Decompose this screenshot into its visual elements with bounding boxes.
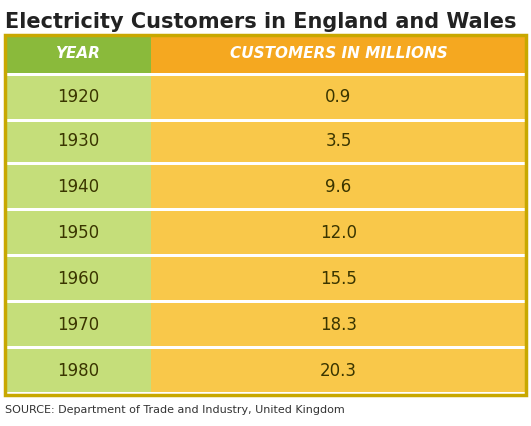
- Bar: [5, 208, 526, 211]
- Text: SOURCE: Department of Trade and Industry, United Kingdom: SOURCE: Department of Trade and Industry…: [5, 405, 345, 415]
- Bar: [5, 300, 526, 303]
- Bar: [151, 211, 526, 254]
- Text: 0.9: 0.9: [326, 89, 352, 106]
- Text: 3.5: 3.5: [326, 132, 352, 150]
- Bar: [5, 76, 151, 119]
- Bar: [151, 76, 526, 119]
- Bar: [5, 349, 151, 392]
- Bar: [5, 254, 526, 257]
- Text: CUSTOMERS IN MILLIONS: CUSTOMERS IN MILLIONS: [229, 46, 447, 61]
- Bar: [5, 165, 151, 208]
- Bar: [151, 165, 526, 208]
- Bar: [5, 257, 151, 300]
- Text: 1930: 1930: [57, 132, 99, 150]
- Bar: [5, 346, 526, 349]
- Bar: [5, 211, 151, 254]
- Text: 1920: 1920: [57, 89, 99, 106]
- Bar: [5, 119, 151, 162]
- Text: Electricity Customers in England and Wales: Electricity Customers in England and Wal…: [5, 12, 517, 32]
- Bar: [5, 162, 526, 165]
- Bar: [151, 119, 526, 162]
- Bar: [5, 35, 526, 395]
- Bar: [151, 35, 526, 73]
- Text: 12.0: 12.0: [320, 224, 357, 242]
- Text: 18.3: 18.3: [320, 316, 357, 334]
- Bar: [151, 303, 526, 346]
- Text: 1950: 1950: [57, 224, 99, 242]
- Bar: [5, 392, 526, 395]
- Text: 20.3: 20.3: [320, 362, 357, 380]
- Text: 1940: 1940: [57, 178, 99, 196]
- Text: 15.5: 15.5: [320, 270, 357, 288]
- Text: 1970: 1970: [57, 316, 99, 334]
- Bar: [151, 257, 526, 300]
- Bar: [151, 349, 526, 392]
- Bar: [5, 35, 151, 73]
- Text: YEAR: YEAR: [56, 46, 100, 61]
- Bar: [5, 119, 526, 122]
- Text: 9.6: 9.6: [326, 178, 352, 196]
- Bar: [5, 303, 151, 346]
- Text: 1980: 1980: [57, 362, 99, 380]
- Text: 1960: 1960: [57, 270, 99, 288]
- Bar: [5, 73, 526, 76]
